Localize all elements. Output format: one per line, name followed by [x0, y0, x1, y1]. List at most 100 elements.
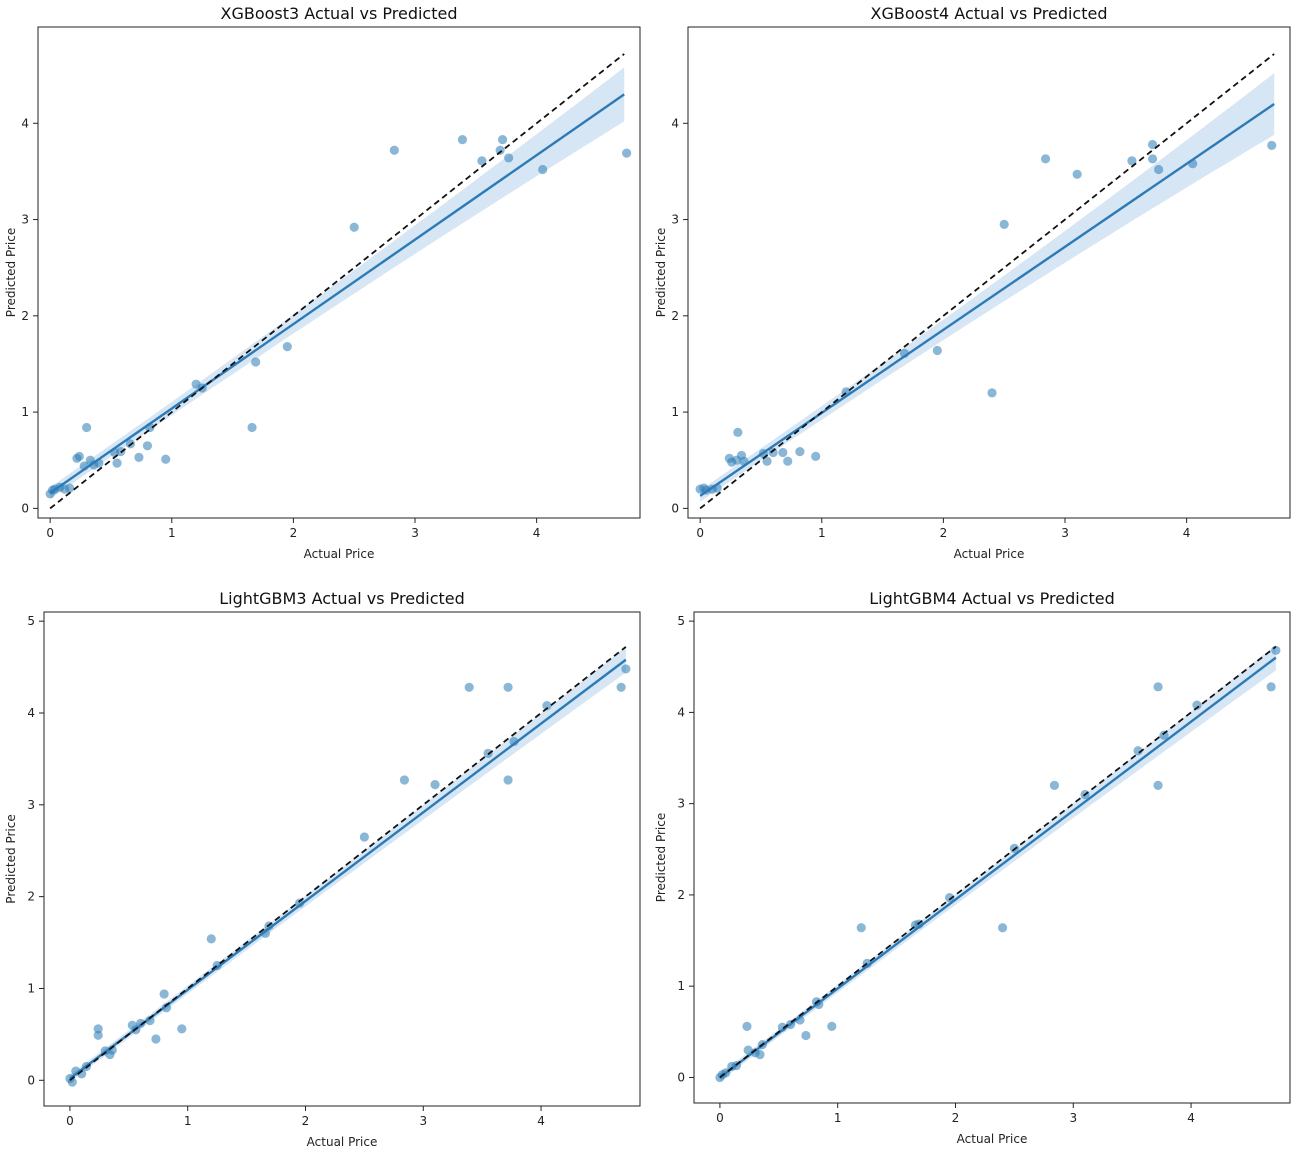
plot-frame [693, 611, 1291, 1104]
plot-frame [43, 611, 641, 1107]
regression-line [49, 93, 625, 494]
data-point [743, 1045, 753, 1055]
data-point [801, 1030, 811, 1041]
data-point [497, 135, 508, 145]
data-point [206, 934, 216, 944]
data-point [247, 422, 257, 433]
y-axis-label: Predicted Price [4, 814, 18, 903]
y-tick-label: 0 [677, 1070, 685, 1084]
data-point [503, 775, 513, 785]
x-axis-label: Actual Price [307, 1135, 378, 1149]
y-tick-label: 2 [677, 888, 685, 902]
reference-line [719, 645, 1277, 1079]
data-point [93, 1030, 103, 1040]
data-point [65, 483, 75, 493]
chart-panel-xgboost3: XGBoost3 Actual vs Predicted 0 1 2 3 4 0 1 2 3 4 Ac… [0, 0, 650, 578]
data-point [134, 452, 144, 462]
data-point [282, 342, 292, 352]
data-point [538, 164, 548, 175]
data-point [1127, 156, 1137, 166]
reference-line [699, 53, 1275, 510]
data-point [1147, 154, 1158, 164]
data-point [542, 701, 552, 711]
x-tick-label: 3 [1069, 1111, 1077, 1125]
x-tick-label: 3 [419, 1114, 427, 1128]
chart-panel-xgboost4: XGBoost4 Actual vs Predicted 0 1 2 3 4 0 1 2 3 4 Ac… [650, 0, 1300, 578]
data-point [159, 989, 169, 999]
data-point [251, 357, 261, 367]
data-point [1267, 140, 1277, 151]
data-point [742, 1021, 752, 1031]
x-axis-label: Actual Price [954, 547, 1025, 561]
y-tick-label: 0 [27, 1073, 35, 1087]
data-point [622, 148, 632, 158]
data-point [1153, 780, 1163, 791]
data-point [161, 454, 171, 464]
data-point [145, 1016, 155, 1026]
data-point [349, 222, 359, 232]
chart-svg: LightGBM4 Actual vs Predicted 0 1 2 3 4 0 1 2 3 4 5… [654, 589, 1291, 1146]
data-point [457, 135, 468, 145]
data-point [93, 1024, 103, 1034]
data-point [1133, 746, 1143, 756]
y-tick-label: 1 [27, 981, 35, 995]
data-point [151, 1034, 161, 1044]
data-point [399, 775, 410, 785]
data-point [621, 664, 631, 674]
regression-line [719, 656, 1277, 1079]
y-tick-label: 1 [21, 405, 29, 419]
data-point [464, 682, 474, 692]
data-point [389, 145, 399, 155]
data-point [795, 446, 805, 457]
y-tick-label: 3 [27, 798, 35, 812]
y-tick-label: 5 [27, 614, 35, 628]
x-tick-label: 1 [818, 526, 826, 540]
x-tick-label: 4 [1187, 1111, 1195, 1125]
y-tick-label: 1 [671, 405, 679, 419]
x-tick-label: 2 [940, 526, 948, 540]
x-tick-label: 1 [834, 1111, 842, 1125]
data-point [1049, 780, 1060, 791]
data-point [768, 447, 778, 458]
x-tick-label: 4 [537, 1114, 545, 1128]
data-point [503, 682, 513, 692]
y-tick-label: 3 [677, 797, 685, 811]
data-point [74, 451, 84, 461]
y-tick-label: 1 [677, 979, 685, 993]
x-tick-label: 2 [290, 526, 298, 540]
confidence-band [50, 67, 625, 499]
data-point [755, 1050, 765, 1060]
chart-panel-lightgbm3: LightGBM3 Actual vs Predicted 0 1 2 3 4 0 1 2 3 4 5… [0, 579, 650, 1157]
y-tick-label: 4 [671, 116, 679, 130]
data-point [811, 451, 821, 461]
chart-title: LightGBM4 Actual vs Predicted [869, 589, 1115, 608]
chart-title: XGBoost4 Actual vs Predicted [871, 4, 1108, 23]
data-point [112, 458, 122, 468]
y-axis-label: Predicted Price [654, 228, 668, 317]
reference-line [69, 646, 627, 1081]
data-point [359, 832, 369, 842]
reference-line [49, 53, 625, 510]
chart-svg: XGBoost3 Actual vs Predicted 0 1 2 3 4 0 1 2 3 4 Ac… [4, 4, 641, 561]
data-point [762, 456, 772, 466]
x-tick-label: 0 [716, 1111, 724, 1125]
y-tick-label: 5 [677, 614, 685, 628]
chart-title: LightGBM3 Actual vs Predicted [219, 589, 465, 608]
y-axis-label: Predicted Price [4, 228, 18, 317]
data-point [142, 441, 153, 451]
data-point [477, 156, 487, 166]
data-point [1159, 730, 1169, 740]
y-tick-label: 0 [21, 501, 29, 515]
data-point [1147, 139, 1158, 150]
x-axis-label: Actual Price [957, 1132, 1028, 1146]
data-point [495, 145, 505, 155]
x-tick-label: 1 [168, 526, 176, 540]
data-point [294, 898, 305, 908]
data-point [430, 780, 440, 790]
y-tick-label: 0 [671, 501, 679, 515]
data-point [856, 923, 866, 933]
data-point [82, 422, 92, 433]
data-point [504, 153, 514, 163]
chart-title: XGBoost3 Actual vs Predicted [221, 4, 458, 23]
x-tick-label: 2 [952, 1111, 960, 1125]
